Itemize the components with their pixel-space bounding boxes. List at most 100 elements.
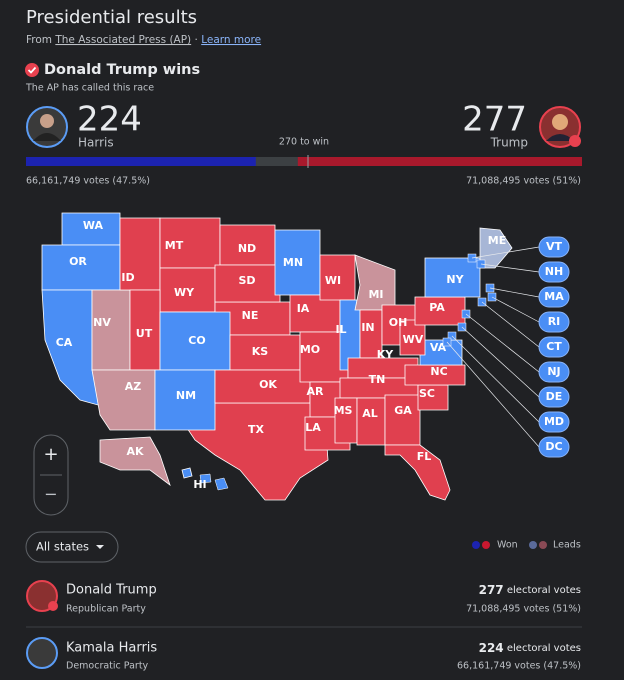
small-state-pill[interactable] xyxy=(538,236,570,258)
trump-popular-votes: 71,088,495 votes (51%) xyxy=(466,176,581,187)
small-state-pill[interactable] xyxy=(538,361,570,383)
state-ny[interactable] xyxy=(424,257,481,298)
state-label: MI xyxy=(368,288,383,301)
trump-electoral-votes: 277 xyxy=(462,100,527,140)
learn-more-link[interactable]: Learn more xyxy=(201,34,261,46)
trump-party: Republican Party xyxy=(66,604,146,615)
state-label: HI xyxy=(193,478,206,491)
state-label: KS xyxy=(252,345,269,358)
zoom-frame xyxy=(33,434,69,516)
state-label: NV xyxy=(93,316,111,329)
small-state-label: DC xyxy=(545,440,562,453)
state-label: IN xyxy=(361,321,374,334)
state-label: GA xyxy=(394,404,412,417)
state-sd[interactable] xyxy=(214,264,281,303)
legend-leads-label: Leads xyxy=(553,540,581,551)
state-nm[interactable] xyxy=(154,369,216,431)
state-ak[interactable] xyxy=(99,436,171,487)
state-label: UT xyxy=(136,327,153,340)
state-al[interactable] xyxy=(356,397,386,446)
harris-popular-votes: 66,161,749 votes (47.5%) xyxy=(26,176,150,187)
small-state-label: CT xyxy=(546,340,562,353)
state-hi-island xyxy=(199,473,212,484)
harris-short-name: Harris xyxy=(78,136,114,150)
state-label: PA xyxy=(429,301,445,314)
state-label: LA xyxy=(305,421,321,434)
trump-short-name: Trump xyxy=(490,136,528,150)
harris-row-votes: 66,161,749 votes (47.5%) xyxy=(457,661,581,672)
trump-row: Donald Trump Republican Party 277 electo… xyxy=(26,580,581,615)
title: Presidential results xyxy=(26,7,197,28)
source-line: From The Associated Press (AP) · Learn m… xyxy=(26,34,261,46)
small-state-label: MA xyxy=(544,290,564,303)
state-label: MO xyxy=(300,343,320,356)
harris-row-ev-number: 224 xyxy=(479,641,504,655)
state-label: OK xyxy=(259,378,277,391)
harris-bar xyxy=(26,157,256,166)
state-label: AL xyxy=(362,407,378,420)
threshold-label: 270 to win xyxy=(279,137,329,148)
harris-row-ev-label: electoral votes xyxy=(507,643,581,654)
filter-dropdown[interactable] xyxy=(25,531,119,563)
state-label: NC xyxy=(430,365,447,378)
state-label: MS xyxy=(334,404,353,417)
trump-row-check xyxy=(48,601,58,611)
state-label: ME xyxy=(488,234,506,247)
state-label: TN xyxy=(369,373,386,386)
state-label: IL xyxy=(335,323,346,336)
dropdown-arrow xyxy=(96,545,104,549)
state-az[interactable] xyxy=(91,369,156,431)
state-label: WV xyxy=(403,333,424,346)
small-state-pill[interactable] xyxy=(538,261,570,283)
separator: · xyxy=(195,34,198,46)
source-prefix: From xyxy=(26,34,52,46)
harris-name: Kamala Harris xyxy=(66,641,157,656)
state-hi[interactable] xyxy=(181,467,193,479)
legend-leads-d xyxy=(529,541,537,549)
callout-line xyxy=(461,326,540,398)
callout-line xyxy=(481,301,540,348)
state-label: OH xyxy=(389,316,408,329)
legend-won-d xyxy=(472,541,480,549)
small-state-label: VT xyxy=(546,240,563,253)
call-subtext: The AP has called this race xyxy=(25,83,154,94)
state-label: KY xyxy=(377,348,395,361)
zoom-in-button[interactable]: + xyxy=(43,444,58,465)
zoom-out-button[interactable]: − xyxy=(44,485,57,504)
state-label: MT xyxy=(165,239,184,252)
trump-name: Donald Trump xyxy=(66,583,157,598)
small-state-pill[interactable] xyxy=(538,286,570,308)
state-label: SC xyxy=(419,387,435,400)
small-state-pill[interactable] xyxy=(538,386,570,408)
trump-avatar xyxy=(539,106,581,148)
source-link[interactable]: The Associated Press (AP) xyxy=(54,34,191,46)
state-hi-island xyxy=(214,477,229,491)
harris-row-avatar xyxy=(26,637,58,669)
state-nv[interactable] xyxy=(91,289,131,371)
state-ga[interactable] xyxy=(384,394,421,446)
legend-won-label: Won xyxy=(497,540,518,551)
small-state-label: RI xyxy=(548,315,561,328)
small-state-pill[interactable] xyxy=(538,336,570,358)
state-label: NM xyxy=(176,389,196,402)
state-label: TX xyxy=(248,423,265,436)
state-label: CA xyxy=(56,336,73,349)
state-label: AR xyxy=(307,385,325,398)
state-label: FL xyxy=(417,450,432,463)
state-label: AZ xyxy=(125,380,142,393)
small-state-pill[interactable] xyxy=(538,311,570,333)
state-label: ID xyxy=(121,271,134,284)
small-state-pill[interactable] xyxy=(538,411,570,433)
state-fl[interactable] xyxy=(384,444,451,501)
state-label: AK xyxy=(126,445,144,458)
winner-check-icon xyxy=(25,63,39,77)
state-label: OR xyxy=(69,255,87,268)
callout-line xyxy=(465,313,540,373)
zoom-controls: + − xyxy=(33,434,69,516)
state-label: WY xyxy=(174,286,195,299)
callout-line xyxy=(471,246,540,259)
small-state-pill[interactable] xyxy=(538,436,570,458)
trump-row-ev: 277 electoral votes xyxy=(479,583,581,597)
harris-avatar xyxy=(26,106,68,148)
harris-party: Democratic Party xyxy=(66,661,149,672)
